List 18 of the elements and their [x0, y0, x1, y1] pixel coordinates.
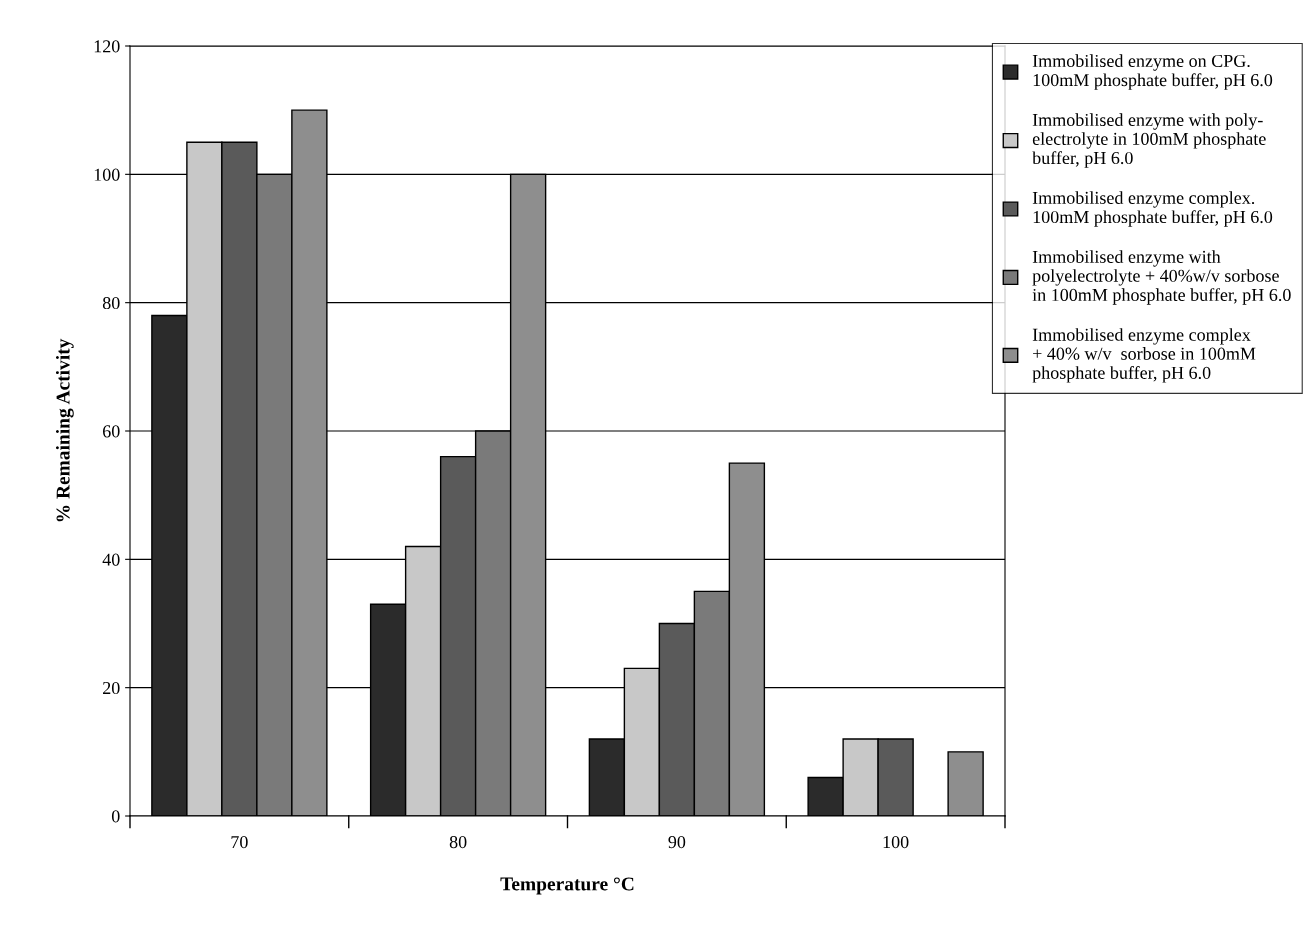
legend-label: Immobilised enzyme with polyelectrolyte + 40%w/v sorbose in 100mM phosphate buffer, pH 6.0	[1032, 250, 1291, 305]
x-axis-title: Temperature °C	[500, 877, 634, 895]
legend-label: Immobilised enzyme with poly- electrolyte in 100mM phosphate buffer, pH 6.0	[1032, 113, 1266, 168]
y-axis-title: % Remaining Activity	[55, 338, 74, 522]
x-tick-label: 90	[668, 835, 686, 849]
x-tick-label: 70	[231, 835, 248, 849]
y-tick-label: 80	[102, 296, 120, 310]
y-tick-label: 20	[103, 681, 120, 695]
y-tick-label: 100	[94, 168, 120, 181]
y-tick-label: 120	[94, 40, 120, 53]
y-tick-label: 40	[102, 553, 120, 566]
legend-label: Immobilised enzyme on CPG. 100mM phosphate buffer, pH 6.0	[1032, 54, 1273, 90]
legend-label: Immobilised enzyme complex + 40% w/v sorbose in 100mM phosphate buffer, pH 6.0	[1032, 328, 1256, 383]
x-tick-label: 100	[883, 835, 909, 849]
y-tick-label: 60	[103, 425, 120, 438]
y-tick-label: 0	[111, 810, 120, 823]
x-tick-label: 80	[449, 835, 467, 849]
legend-label: Immobilised enzyme complex. 100mM phosphate buffer, pH 6.0	[1032, 191, 1273, 227]
